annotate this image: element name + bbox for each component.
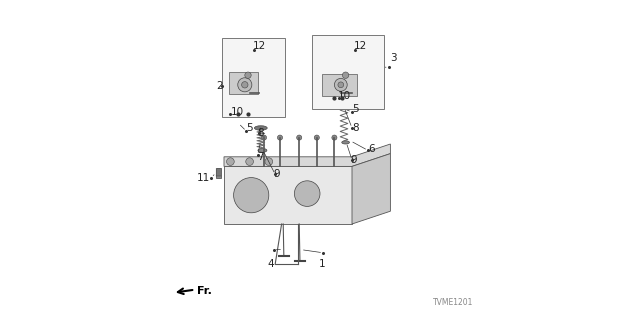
Text: 12: 12 [253, 41, 266, 52]
Circle shape [278, 135, 283, 140]
Circle shape [227, 158, 234, 165]
Circle shape [242, 82, 248, 88]
Text: 9: 9 [274, 169, 280, 180]
Text: 9: 9 [351, 155, 357, 165]
Circle shape [234, 178, 269, 213]
Ellipse shape [256, 114, 266, 117]
Polygon shape [352, 154, 390, 224]
Text: 6: 6 [368, 144, 374, 154]
Circle shape [294, 181, 320, 206]
Text: 10: 10 [230, 107, 244, 117]
Ellipse shape [339, 96, 349, 99]
Polygon shape [322, 74, 357, 96]
Circle shape [262, 135, 267, 140]
Polygon shape [224, 144, 390, 166]
Ellipse shape [255, 126, 268, 130]
Circle shape [297, 135, 302, 140]
Text: 1: 1 [319, 259, 325, 269]
Circle shape [332, 135, 337, 140]
Text: 4: 4 [267, 259, 274, 269]
Circle shape [314, 135, 319, 140]
Circle shape [335, 78, 347, 91]
Text: TVME1201: TVME1201 [433, 298, 474, 307]
Text: 5: 5 [246, 123, 253, 133]
Circle shape [265, 158, 273, 165]
Bar [312, 35, 384, 109]
Circle shape [338, 82, 344, 88]
Circle shape [238, 78, 252, 92]
Text: 10: 10 [338, 91, 351, 101]
Text: Fr.: Fr. [197, 285, 212, 296]
Polygon shape [224, 166, 352, 224]
Text: 12: 12 [354, 41, 367, 52]
Text: 2: 2 [216, 81, 223, 92]
Text: 7: 7 [258, 152, 264, 162]
Text: 8: 8 [258, 128, 264, 138]
Text: 11: 11 [196, 172, 210, 183]
Bar [223, 38, 285, 117]
Circle shape [245, 72, 251, 78]
Polygon shape [229, 72, 258, 94]
Circle shape [246, 158, 253, 165]
Text: 5: 5 [352, 104, 358, 114]
Text: 8: 8 [352, 123, 358, 133]
Bar [216, 168, 221, 178]
Text: 3: 3 [390, 52, 397, 63]
Circle shape [342, 72, 349, 78]
Ellipse shape [342, 141, 349, 144]
Ellipse shape [339, 104, 349, 108]
Ellipse shape [258, 148, 267, 152]
